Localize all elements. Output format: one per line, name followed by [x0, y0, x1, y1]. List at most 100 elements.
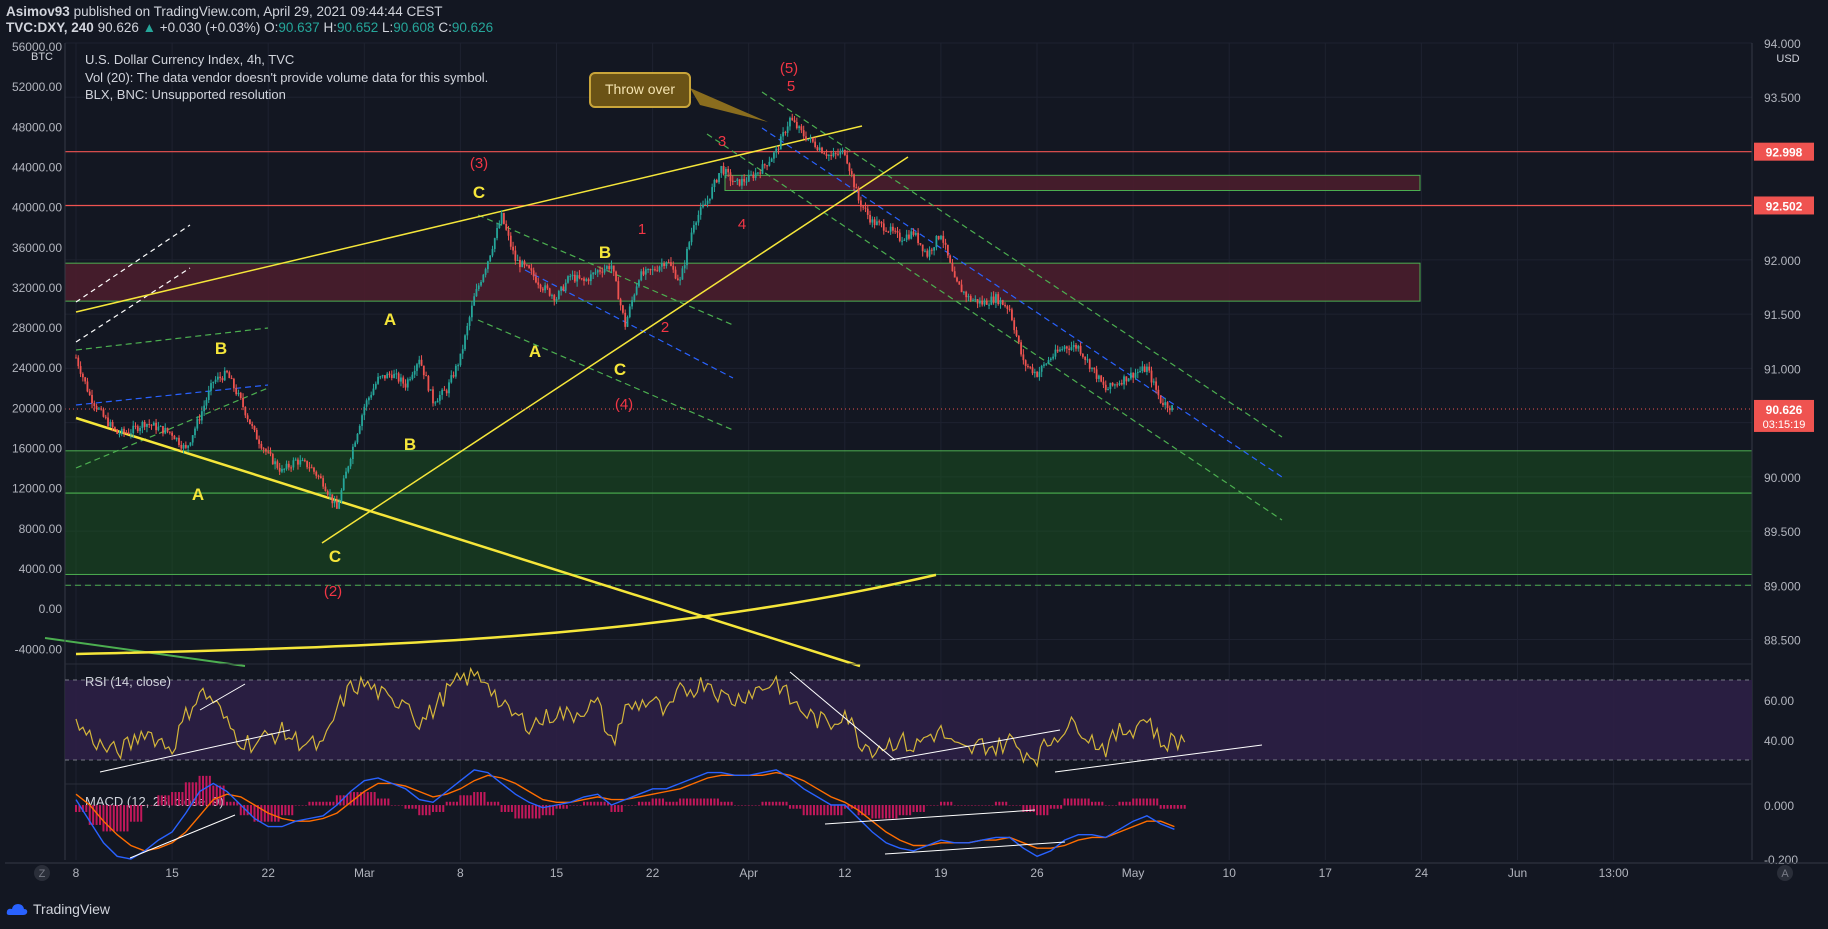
- x-axis-tick: Mar: [354, 866, 375, 880]
- candle-body: [404, 383, 407, 388]
- tradingview-logo[interactable]: TradingView: [6, 901, 110, 917]
- candle-body: [644, 269, 647, 275]
- candle-body: [1150, 370, 1153, 383]
- left-axis-tick: -4000.00: [15, 642, 63, 656]
- candle-body: [148, 424, 151, 426]
- macd-hist-bar: [1029, 805, 1032, 812]
- macd-hist-bar: [915, 805, 918, 812]
- x-axis-tick: 19: [934, 866, 948, 880]
- macd-hist-bar: [1008, 805, 1011, 806]
- left-axis-tick: 32000.00: [12, 281, 62, 295]
- candle-body: [216, 376, 219, 380]
- auto-scale-button[interactable]: [1777, 865, 1793, 881]
- candle-body: [763, 164, 766, 166]
- candle-body: [333, 500, 336, 504]
- macd-hist-bar: [174, 792, 177, 806]
- macd-hist-bar: [476, 792, 479, 806]
- macd-hist-bar: [795, 805, 798, 809]
- candle-body: [898, 232, 901, 241]
- timezone-button[interactable]: [34, 865, 50, 881]
- candle-body: [512, 246, 514, 251]
- candle-body: [370, 394, 373, 398]
- macd-hist-bar: [215, 785, 218, 806]
- right-axis-tick: 88.500: [1764, 634, 1801, 648]
- candle-body: [1166, 402, 1169, 408]
- macd-hist-bar: [579, 805, 582, 806]
- macd-hist-bar: [339, 795, 342, 806]
- macd-hist-bar: [335, 795, 338, 806]
- macd-hist-bar: [466, 795, 469, 806]
- candle-body: [665, 262, 668, 266]
- macd-hist-bar: [658, 798, 661, 806]
- candle-body: [670, 262, 672, 266]
- macd-hist-bar: [1063, 798, 1066, 806]
- symbol-id[interactable]: TVC:DXY, 240: [6, 20, 94, 35]
- macd-hist-bar: [531, 805, 534, 819]
- wave-label: (2): [324, 583, 342, 600]
- x-axis-tick: May: [1122, 866, 1145, 880]
- macd-hist-bar: [541, 805, 544, 816]
- candle-body: [1029, 366, 1032, 368]
- candle-body: [168, 431, 171, 433]
- candle-body: [1125, 376, 1128, 382]
- channel-line: [706, 133, 1283, 521]
- candle-body: [1020, 342, 1022, 355]
- candle-body: [104, 416, 107, 418]
- right-axis-tick: 89.500: [1764, 525, 1801, 539]
- macd-hist-bar: [552, 805, 555, 816]
- candle-body: [77, 357, 80, 367]
- candle-body: [658, 266, 661, 271]
- macd-hist-bar: [356, 792, 359, 806]
- macd-hist-bar: [1046, 805, 1049, 816]
- macd-hist-bar: [184, 782, 187, 806]
- macd-hist-bar: [1132, 798, 1135, 806]
- candle-body: [198, 419, 201, 421]
- macd-hist-bar: [298, 805, 301, 806]
- candle-body: [443, 389, 446, 391]
- candle-body: [995, 294, 997, 303]
- candle-body: [237, 392, 240, 395]
- close-label: C:: [438, 20, 452, 35]
- candle-body: [724, 168, 727, 175]
- candle-body: [896, 230, 899, 233]
- macd-hist-bar: [981, 805, 984, 806]
- price-change: +0.030 (+0.03%): [159, 20, 261, 35]
- candle-body: [406, 379, 409, 388]
- macd-hist-bar: [610, 805, 613, 812]
- publisher-name[interactable]: Asimov93: [6, 4, 70, 19]
- candle-body: [889, 226, 892, 232]
- candle-body: [452, 375, 455, 377]
- last-price: 90.626: [97, 20, 139, 35]
- candle-body: [580, 278, 583, 280]
- candle-body: [679, 279, 682, 281]
- macd-hist-bar: [1183, 805, 1186, 809]
- wave-label: 1: [638, 221, 646, 238]
- macd-hist-bar: [1108, 805, 1111, 806]
- rsi-trendline: [1054, 744, 1263, 773]
- candle-body: [528, 265, 530, 269]
- macd-hist-bar: [607, 801, 610, 806]
- candle-body: [578, 275, 581, 279]
- macd-hist-bar: [246, 805, 249, 816]
- right-axis-tick: 91.000: [1764, 362, 1801, 376]
- candle-body: [155, 422, 157, 431]
- macd-hist-bar: [524, 805, 527, 819]
- chart-canvas[interactable]: Throw over (5)5 (3) 3 (4) 4 (2) 2 1 C B A A B A B C C U.S.…: [0, 0, 1828, 893]
- candle-body: [734, 180, 736, 182]
- macd-hist-bar: [1111, 805, 1114, 806]
- callout-pointer: [690, 88, 768, 122]
- macd-hist-bar: [1128, 801, 1131, 806]
- header-bar: Asimov93 published on TradingView.com, A…: [0, 0, 1828, 38]
- candle-body: [731, 180, 734, 182]
- macd-hist-bar: [596, 801, 599, 806]
- candle-body: [487, 261, 489, 270]
- channel-line: [761, 91, 1283, 438]
- candle-body: [827, 154, 830, 156]
- macd-hist-bar: [665, 801, 668, 806]
- candle-body: [628, 306, 631, 317]
- candle-body: [944, 242, 947, 245]
- right-axis-tick: 90.000: [1764, 471, 1801, 485]
- price-label: 92.502: [1766, 199, 1803, 213]
- macd-hist-bar: [545, 805, 548, 816]
- macd-hist-bar: [377, 798, 380, 806]
